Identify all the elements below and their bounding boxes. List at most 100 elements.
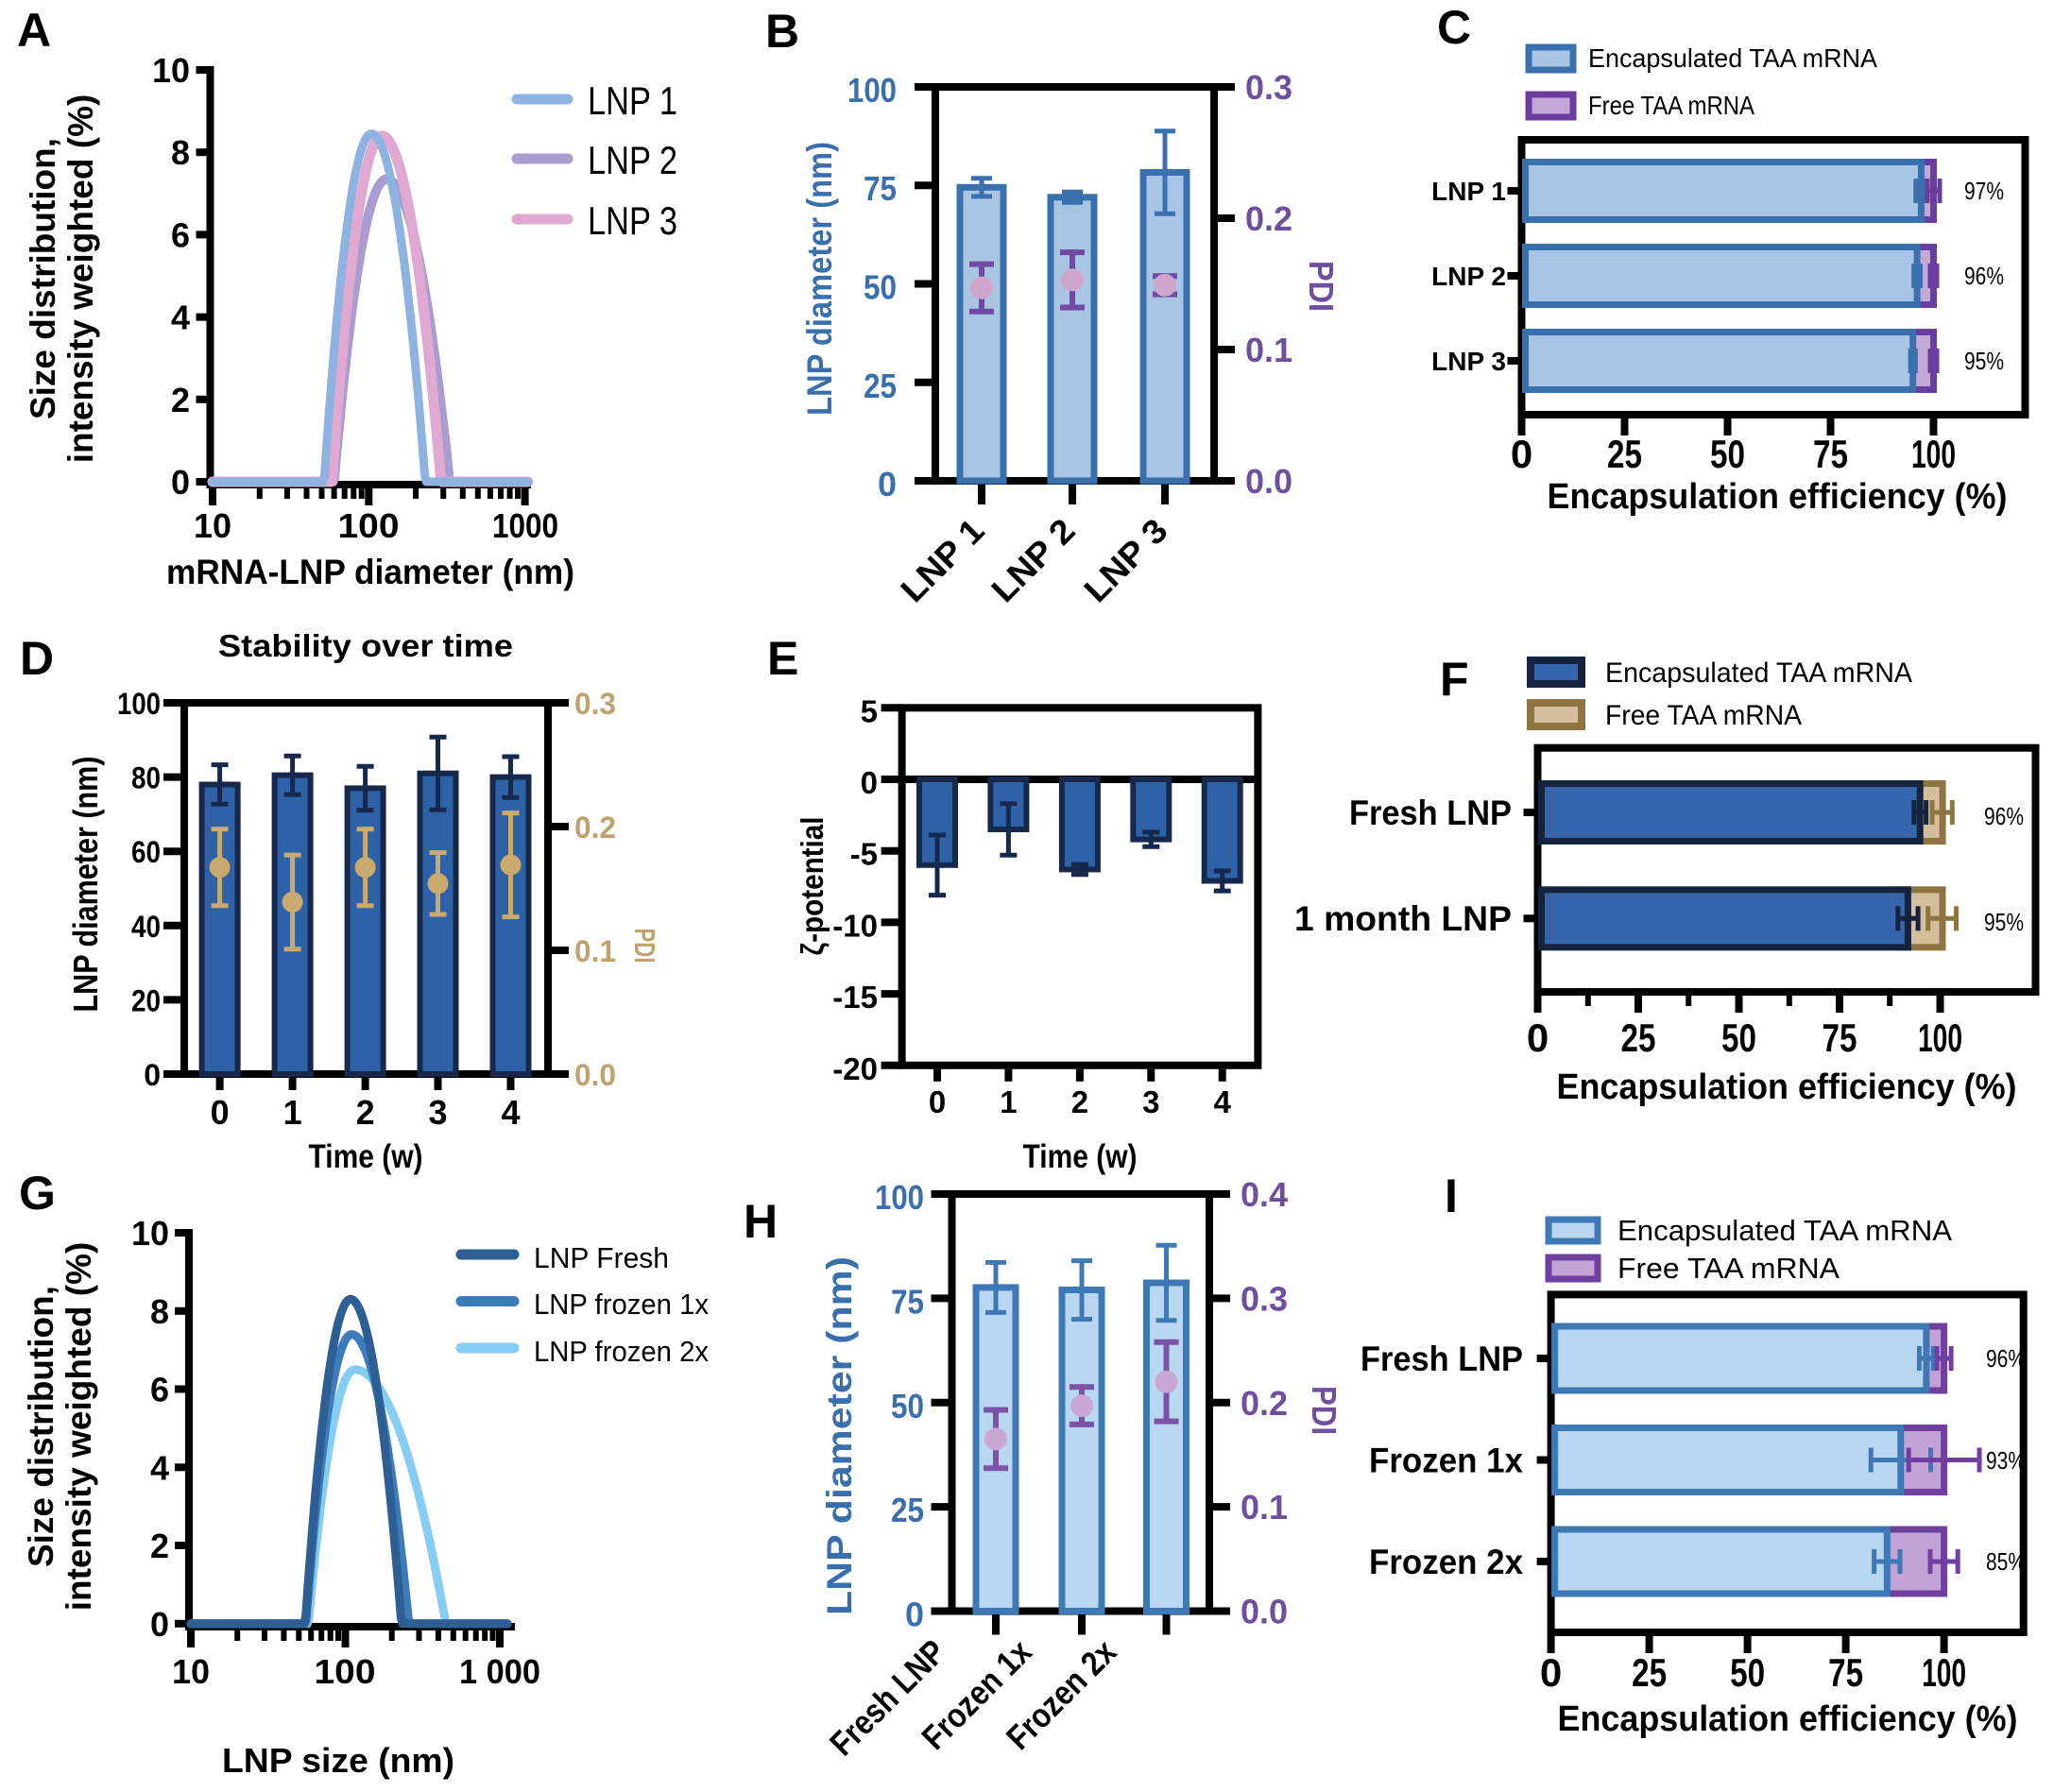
svg-text:PDI: PDI [1305,1386,1344,1435]
svg-text:1: 1 [1000,1084,1017,1119]
svg-text:0.1: 0.1 [1245,331,1292,369]
svg-text:-5: -5 [850,837,878,872]
svg-text:2: 2 [356,1093,375,1132]
svg-text:F: F [1440,653,1469,706]
svg-text:6: 6 [171,215,190,254]
svg-text:25: 25 [1632,1650,1667,1695]
svg-text:Encapsulation efficiency (%): Encapsulation efficiency (%) [1548,477,2008,517]
svg-text:75: 75 [864,169,897,208]
svg-text:mRNA-LNP diameter (nm): mRNA-LNP diameter (nm) [166,553,574,591]
svg-text:0.4: 0.4 [1241,1175,1288,1214]
svg-text:95%: 95% [1964,347,2004,375]
svg-text:75: 75 [1823,1015,1857,1060]
svg-text:ζ-potential: ζ-potential [795,817,830,956]
svg-text:60: 60 [131,835,161,869]
svg-text:Free TAA mRNA: Free TAA mRNA [1588,91,1754,120]
svg-text:95%: 95% [1984,908,2024,936]
svg-text:93%: 93% [1986,1446,2026,1475]
svg-text:0.2: 0.2 [1241,1384,1288,1423]
svg-text:10: 10 [131,1214,169,1253]
svg-text:0.2: 0.2 [1245,199,1292,238]
svg-text:Size distribution,: Size distribution, [22,1286,60,1567]
svg-text:-15: -15 [832,980,878,1015]
svg-text:0.2: 0.2 [574,811,616,845]
svg-text:80: 80 [131,761,161,795]
svg-text:40: 40 [131,910,161,944]
svg-text:Fresh LNP: Fresh LNP [1361,1340,1523,1378]
svg-text:LNP 1: LNP 1 [588,78,677,123]
svg-text:Encapsulated TAA mRNA: Encapsulated TAA mRNA [1605,657,1912,689]
svg-text:4: 4 [1214,1084,1232,1119]
svg-text:8: 8 [171,133,190,172]
svg-text:0.0: 0.0 [1245,462,1292,501]
svg-text:100: 100 [875,1178,924,1217]
svg-text:50: 50 [1710,432,1745,476]
svg-text:-20: -20 [832,1051,878,1086]
svg-text:LNP frozen 2x: LNP frozen 2x [534,1335,709,1368]
svg-text:97%: 97% [1964,177,2004,205]
svg-text:LNP Fresh: LNP Fresh [534,1241,669,1274]
svg-text:100: 100 [1918,1015,1962,1060]
svg-text:-10: -10 [832,908,878,943]
svg-text:96%: 96% [1964,262,2004,290]
svg-text:100: 100 [338,506,400,545]
svg-text:50: 50 [864,268,897,307]
svg-text:A: A [17,4,51,57]
svg-text:50: 50 [1730,1650,1765,1695]
svg-text:Time (w): Time (w) [1023,1138,1138,1175]
svg-text:H: H [744,1195,778,1248]
svg-text:I: I [1445,1169,1458,1222]
svg-text:50: 50 [891,1387,924,1425]
svg-text:25: 25 [1621,1015,1656,1060]
svg-text:2: 2 [1071,1084,1088,1119]
svg-text:G: G [19,1167,56,1220]
svg-text:50: 50 [1721,1015,1756,1060]
svg-text:PDI: PDI [1302,261,1341,312]
svg-text:Frozen 1x: Frozen 1x [1369,1442,1523,1480]
svg-text:LNP diameter (nm): LNP diameter (nm) [800,142,839,416]
svg-text:85%: 85% [1986,1547,2026,1576]
svg-text:Fresh LNP: Fresh LNP [1349,794,1512,832]
svg-text:3: 3 [1142,1084,1159,1119]
svg-text:0.0: 0.0 [574,1058,616,1092]
svg-text:D: D [20,632,54,685]
svg-text:0.1: 0.1 [574,934,616,968]
svg-text:4: 4 [171,299,190,337]
svg-text:PDI: PDI [628,929,661,964]
svg-text:0.0: 0.0 [1241,1593,1288,1631]
svg-text:5: 5 [861,693,878,728]
svg-text:0.3: 0.3 [574,687,616,721]
svg-text:Encapsulation efficiency (%): Encapsulation efficiency (%) [1558,1699,2018,1739]
svg-text:Size distribution,: Size distribution, [24,138,62,419]
svg-text:LNP 3: LNP 3 [588,198,677,243]
svg-text:2: 2 [150,1527,169,1565]
svg-text:intensity weighted (%): intensity weighted (%) [60,1242,98,1612]
svg-text:1000: 1000 [492,506,558,545]
svg-text:LNP diameter (nm): LNP diameter (nm) [820,1256,859,1615]
svg-text:LNP 2: LNP 2 [1431,262,1506,291]
svg-text:100: 100 [847,71,897,110]
svg-text:Frozen 2x: Frozen 2x [1369,1543,1523,1581]
svg-text:4: 4 [150,1448,169,1487]
svg-text:25: 25 [1607,432,1642,476]
svg-text:Free TAA mRNA: Free TAA mRNA [1605,700,1802,731]
svg-text:intensity weighted (%): intensity weighted (%) [61,94,100,464]
svg-text:0: 0 [171,463,190,502]
svg-text:LNP 1: LNP 1 [1431,177,1506,206]
svg-text:0.3: 0.3 [1245,68,1292,107]
svg-text:1 month LNP: 1 month LNP [1294,899,1512,938]
svg-text:0: 0 [1511,432,1532,476]
svg-text:25: 25 [864,367,897,405]
svg-text:100: 100 [1911,432,1956,476]
svg-text:E: E [767,632,798,685]
svg-text:0: 0 [878,465,897,503]
svg-text:100: 100 [315,1652,376,1691]
svg-text:20: 20 [131,983,161,1017]
svg-text:10: 10 [194,506,231,545]
svg-text:LNP frozen 1x: LNP frozen 1x [534,1288,709,1321]
svg-text:10: 10 [152,51,190,90]
svg-text:Encapsulated TAA mRNA: Encapsulated TAA mRNA [1617,1214,1952,1247]
svg-text:1 000: 1 000 [459,1652,540,1691]
svg-text:0: 0 [150,1605,169,1644]
svg-text:0: 0 [1527,1015,1549,1060]
